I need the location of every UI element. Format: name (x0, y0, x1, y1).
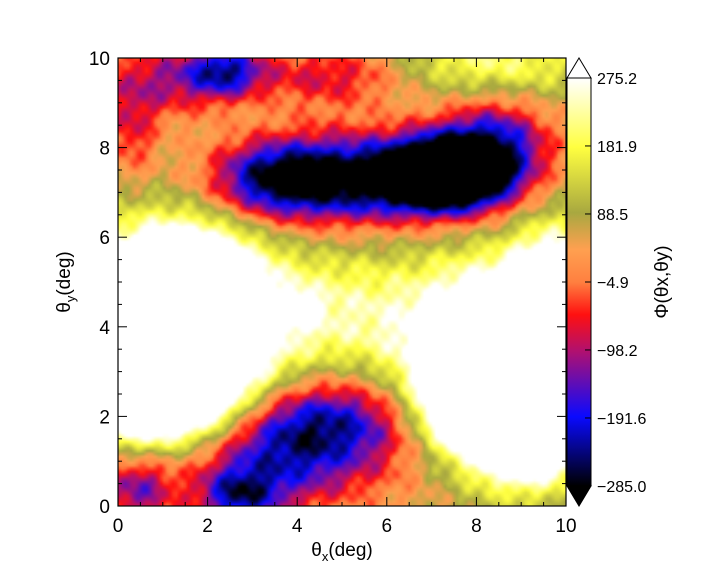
colorbar-tick-label: 88.5 (597, 207, 628, 224)
colorbar-tick-label: −4.9 (597, 275, 629, 292)
heatmap (118, 58, 566, 506)
x-axis: 0 2 4 6 8 10 (113, 58, 577, 537)
colorbar-tick-label: 275.2 (597, 71, 637, 88)
y-axis-label: θy(deg) (54, 251, 78, 312)
x-tick-label: 8 (471, 516, 482, 537)
y-tick-label: 8 (99, 139, 110, 160)
colorbar-min-arrow (566, 485, 592, 507)
y-tick-label: 2 (99, 407, 110, 428)
y-tick-label: 0 (99, 497, 110, 518)
colorbar-ticks: 275.2 181.9 88.5 −4.9 −98.2 −191.6 −285.0 (585, 71, 646, 496)
y-tick-label: 10 (89, 49, 110, 70)
x-tick-label: 10 (555, 516, 576, 537)
colorbar-tick-label: −285.0 (597, 479, 646, 496)
colorbar-max-arrow (566, 57, 592, 79)
colorbar-tick-label: −191.6 (597, 411, 646, 428)
x-axis-label: θx(deg) (311, 540, 372, 564)
y-axis: 0 2 4 6 8 10 (89, 49, 566, 518)
colorbar-tick-label: −98.2 (597, 343, 638, 360)
x-tick-label: 6 (382, 516, 393, 537)
x-tick-label: 2 (202, 516, 213, 537)
heatmap-image (118, 58, 566, 506)
colorbar-tick-label: 181.9 (597, 139, 637, 156)
colorbar-label: Φ(θx,θy) (652, 245, 673, 318)
x-tick-label: 4 (292, 516, 303, 537)
x-tick-label: 0 (113, 516, 124, 537)
y-tick-label: 6 (99, 228, 110, 249)
y-tick-label: 4 (99, 318, 110, 339)
colorbar: 275.2 181.9 88.5 −4.9 −98.2 −191.6 −285.0 (566, 57, 646, 507)
